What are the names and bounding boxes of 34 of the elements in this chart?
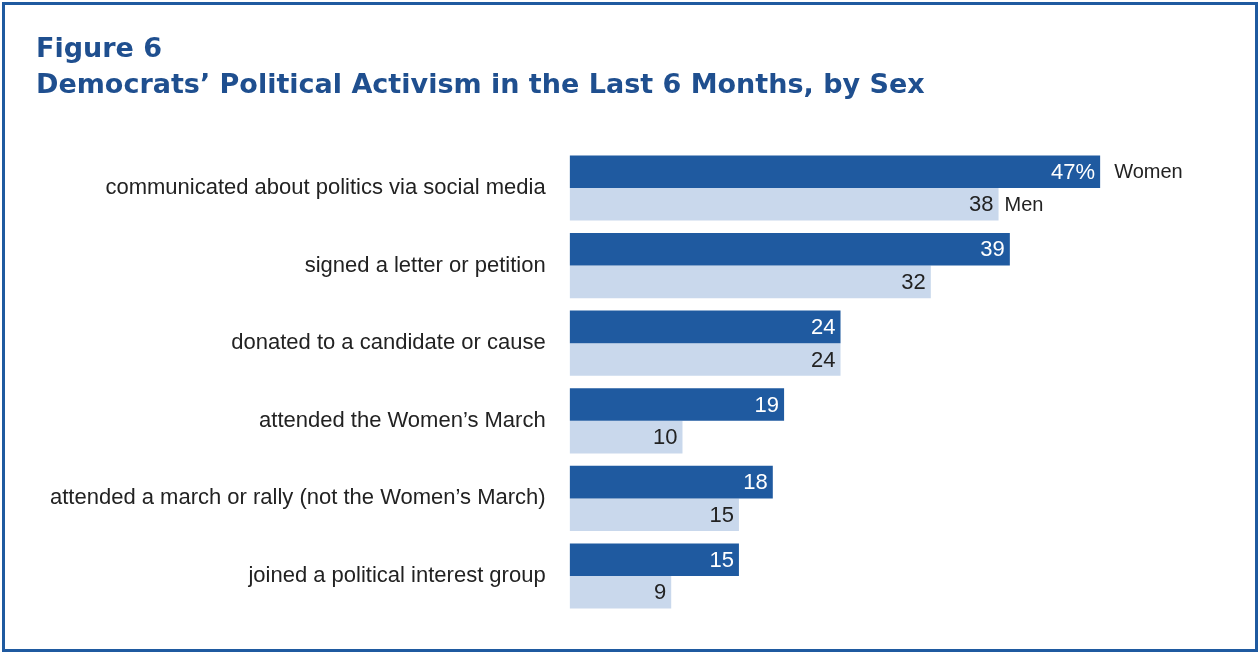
data-label: 39 (980, 236, 1005, 262)
data-label: 15 (709, 501, 734, 527)
data-label: 19 (754, 391, 780, 417)
bar (569, 388, 785, 421)
text: Figure 6 (36, 31, 164, 65)
series-label: Men (1004, 192, 1044, 215)
data-label: 10 (653, 424, 678, 450)
series-label: Women (1114, 160, 1183, 183)
y-tick-label: attended the Women’s March (259, 406, 546, 432)
chart-subtitle: Democrats’ Political Activism in the Last 6 Months, by Sex (36, 67, 925, 101)
y-tick-label: joined a political interest group (247, 562, 546, 588)
y-tick-label: donated to a candidate or cause (231, 329, 546, 355)
bar (569, 543, 739, 576)
data-label: 38 (969, 191, 994, 217)
data-label: 47% (1051, 158, 1096, 184)
y-tick-label: communicated about politics via social media (105, 174, 547, 200)
y-tick-label: attended a march or rally (not the Women’s March) (50, 484, 546, 510)
bar (569, 265, 931, 299)
data-label: 18 (743, 469, 768, 495)
bar (569, 343, 841, 376)
data-label: 24 (811, 313, 836, 339)
bar (569, 498, 739, 531)
bar (569, 576, 672, 609)
bar (569, 155, 1101, 188)
bar (569, 465, 773, 499)
bar (569, 188, 999, 221)
data-label: 24 (811, 346, 836, 372)
y-tick-label: signed a letter or petition (304, 251, 546, 277)
data-label: 9 (653, 579, 667, 605)
data-label: 15 (709, 546, 734, 572)
data-label: 32 (901, 268, 926, 294)
bar (569, 233, 1010, 266)
bar (569, 420, 683, 454)
bar (569, 310, 841, 344)
